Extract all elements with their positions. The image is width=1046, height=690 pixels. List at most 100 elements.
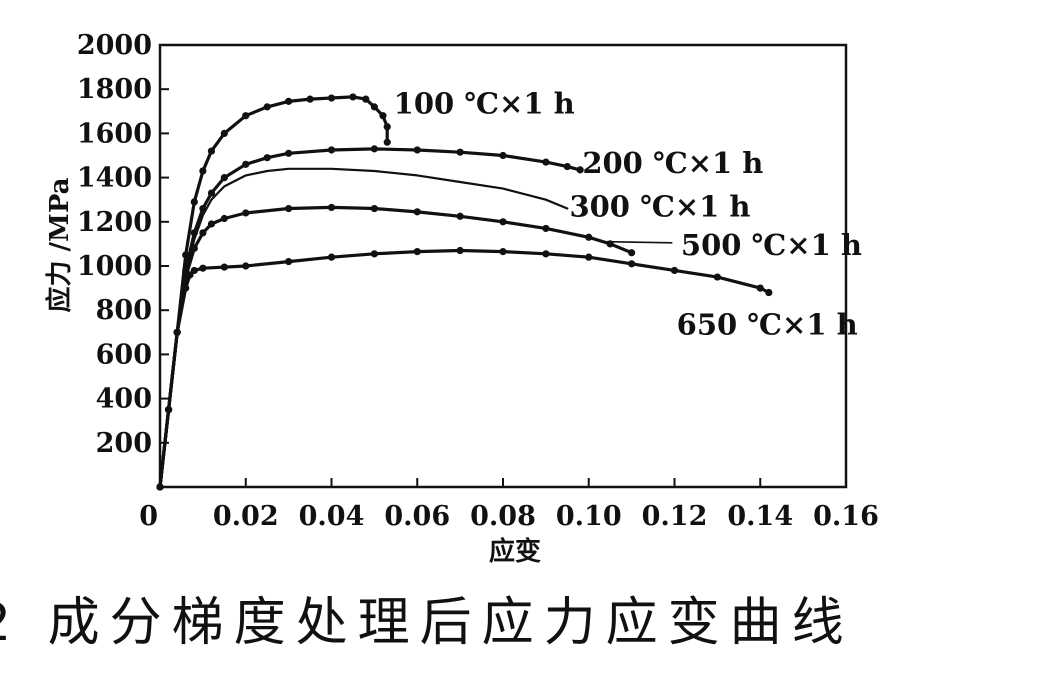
y-tick-label: 1000: [77, 251, 152, 282]
data-point: [585, 253, 593, 261]
data-point: [499, 248, 507, 256]
data-point: [456, 212, 464, 220]
data-point: [349, 93, 357, 101]
data-point: [173, 328, 181, 336]
data-point: [242, 209, 250, 217]
x-tick-label: 0.12: [642, 501, 708, 532]
data-point: [756, 284, 764, 292]
y-tick-label: 800: [96, 295, 152, 326]
data-point: [327, 94, 336, 102]
data-point: [263, 103, 271, 111]
data-point: [413, 208, 421, 216]
y-axis-title: 应力 /MPa: [44, 177, 75, 312]
data-point: [563, 162, 571, 171]
data-point: [370, 145, 378, 153]
series-line-3: [158, 205, 634, 489]
y-tick-label: 1800: [77, 74, 152, 105]
data-point: [327, 146, 336, 154]
data-point: [327, 203, 336, 212]
data-point: [199, 229, 207, 237]
data-point: [542, 224, 550, 233]
data-point: [499, 151, 507, 160]
x-tick-label: 0.16: [813, 501, 879, 532]
data-point: [190, 244, 198, 252]
series-line-4: [158, 248, 771, 489]
data-point: [379, 112, 387, 120]
y-tick-label: 1200: [77, 207, 152, 238]
x-tick-label: 0.14: [727, 501, 793, 532]
figure-caption: 2 成分梯度处理后应力应变曲线: [0, 593, 854, 653]
data-point: [207, 189, 216, 197]
data-point: [383, 123, 391, 131]
series-label-0: 100 ℃×1 h: [394, 87, 575, 121]
x-tick-label: 0.02: [213, 501, 279, 532]
data-point: [190, 198, 198, 206]
series-label-2: 300 ℃×1 h: [569, 189, 750, 223]
data-point: [285, 257, 293, 266]
data-point: [220, 129, 228, 137]
data-point: [285, 204, 293, 213]
x-tick-label: 0.06: [384, 501, 450, 532]
data-point: [220, 214, 228, 223]
data-point: [220, 174, 228, 182]
data-point: [413, 146, 421, 154]
data-point: [242, 112, 250, 120]
y-tick-label: 400: [96, 384, 152, 415]
data-point: [220, 263, 228, 271]
x-axis-title: 应变: [489, 536, 541, 567]
data-point: [199, 167, 207, 175]
data-point: [542, 158, 550, 166]
y-tick-label: 1400: [77, 163, 152, 194]
data-point: [263, 154, 271, 162]
data-point: [713, 273, 721, 281]
data-point: [383, 138, 391, 146]
data-point: [765, 288, 773, 297]
data-point: [164, 406, 173, 414]
series-label-4: 650 ℃×1 h: [677, 308, 858, 342]
data-point: [542, 250, 550, 258]
x-tick-label: 0.04: [299, 501, 365, 532]
y-tick-label: 2000: [77, 30, 152, 61]
data-point: [413, 248, 421, 256]
series-layer: [156, 93, 773, 491]
data-point: [370, 204, 378, 213]
data-point: [628, 249, 636, 257]
data-point: [156, 483, 164, 491]
x-tick-label: 0.10: [556, 501, 622, 532]
stress-strain-chart: 0 0.02 0.04 0.06 0.08 0.10 0.12 0.14 0.16 200 400 6…: [44, 30, 879, 567]
x-tick-label: 0.08: [470, 501, 536, 532]
data-point: [207, 220, 216, 228]
data-point: [199, 264, 207, 272]
axis-ticks: 0 0.02 0.04 0.06 0.08 0.10 0.12 0.14 0.16 200 400 6…: [77, 30, 879, 532]
y-tick-label: 200: [96, 428, 152, 459]
data-point: [306, 95, 314, 103]
series-line-2: [158, 167, 569, 489]
data-point: [576, 166, 584, 174]
data-point: [242, 262, 250, 270]
series-label-3: 500 ℃×1 h: [681, 228, 862, 262]
y-tick-label: 1600: [77, 118, 152, 149]
data-point: [207, 147, 216, 155]
data-point: [670, 266, 679, 275]
data-point: [182, 284, 190, 292]
leader-line: [605, 240, 673, 244]
data-point: [242, 160, 250, 168]
series-line-1: [158, 147, 582, 489]
data-point: [370, 250, 378, 258]
y-tick-label: 600: [96, 339, 152, 370]
series-label-1: 200 ℃×1 h: [582, 146, 763, 180]
data-point: [327, 253, 336, 261]
data-point: [585, 233, 593, 241]
data-point: [370, 103, 378, 111]
data-point: [186, 271, 194, 279]
data-point: [456, 148, 464, 156]
data-point: [285, 97, 293, 105]
data-point: [499, 218, 507, 226]
data-point: [190, 266, 198, 275]
data-point: [285, 149, 293, 157]
data-point: [628, 260, 636, 268]
x-tick-label: 0: [139, 501, 158, 532]
data-point: [456, 246, 464, 255]
data-point: [362, 95, 370, 103]
